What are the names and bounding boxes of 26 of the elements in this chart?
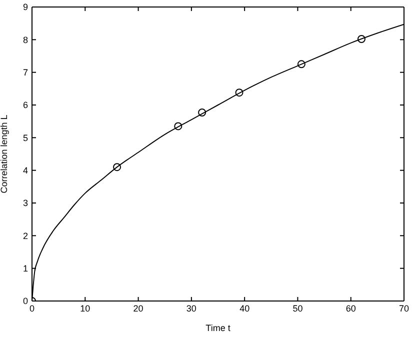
y-tick-label: 6 xyxy=(22,100,28,110)
y-tick-label: 8 xyxy=(22,34,28,45)
x-tick-label: 20 xyxy=(133,303,144,314)
x-tick-label: 10 xyxy=(80,303,90,314)
x-tick-label: 30 xyxy=(186,303,196,314)
x-tick-label: 0 xyxy=(29,303,35,314)
point xyxy=(198,108,206,117)
x-tick-label: 50 xyxy=(292,303,303,314)
y-tick-label: 3 xyxy=(22,198,28,208)
y-axis-title: Correlation length L xyxy=(0,114,10,194)
y-tick-label: 1 xyxy=(22,264,28,274)
y-tick-label: 9 xyxy=(22,2,28,12)
x-tick-label: 40 xyxy=(240,303,250,314)
y-tick-label: 2 xyxy=(22,230,28,241)
x-tick-label: 60 xyxy=(346,303,356,314)
x-tick-label: 70 xyxy=(398,303,410,314)
y-tick-label: 5 xyxy=(22,132,28,143)
x-axis-title: Time t xyxy=(206,323,231,333)
point xyxy=(235,88,244,97)
point xyxy=(297,60,306,68)
point xyxy=(113,163,122,172)
y-tick-label: 0 xyxy=(22,296,28,306)
point xyxy=(174,122,182,130)
point xyxy=(357,35,366,44)
y-tick-label: 4 xyxy=(22,166,28,176)
y-tick-label: 7 xyxy=(22,68,28,78)
